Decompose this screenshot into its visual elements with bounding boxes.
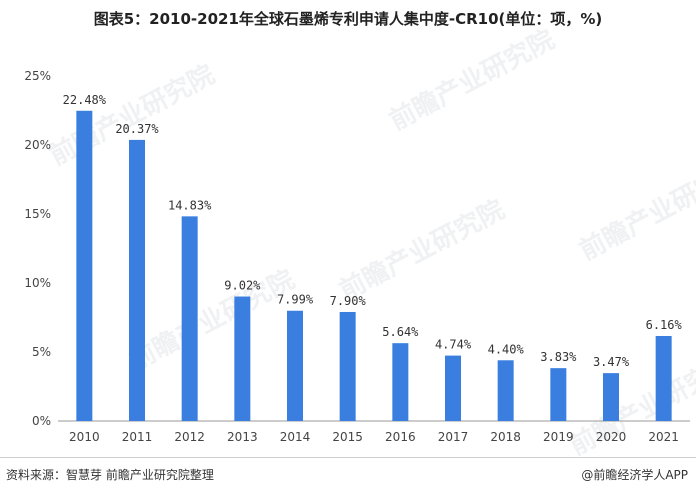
bar-2013 (234, 296, 251, 421)
y-tick-label: 5% (32, 345, 51, 359)
y-tick-label: 10% (24, 276, 51, 290)
bar-2016 (392, 343, 409, 421)
bar-2020 (603, 373, 619, 421)
data-label: 9.02% (224, 279, 261, 293)
y-tick-label: 25% (24, 69, 51, 83)
data-label: 20.37% (115, 122, 159, 136)
x-tick-label: 2014 (280, 430, 311, 444)
footer-divider (0, 457, 696, 458)
bar-2015 (339, 311, 356, 421)
data-label: 3.83% (540, 350, 577, 364)
data-label: 3.47% (593, 355, 630, 369)
y-tick-label: 15% (24, 207, 51, 221)
x-tick-label: 2011 (122, 430, 153, 444)
data-label: 14.83% (168, 198, 212, 212)
y-tick-label: 20% (24, 138, 51, 152)
x-tick-label: 2019 (543, 430, 574, 444)
bar-2018 (497, 360, 514, 421)
y-tick-label: 0% (32, 414, 51, 428)
source-note: 资料来源：智慧芽 前瞻产业研究院整理 (6, 468, 214, 482)
bar-2011 (129, 139, 145, 422)
y-axis: 0% 5% 10% 15% 20% 25% (24, 69, 51, 428)
x-tick-label: 2015 (332, 430, 363, 444)
x-tick-label: 2017 (438, 430, 469, 444)
x-tick-label: 2018 (490, 430, 521, 444)
data-label: 7.90% (330, 294, 367, 308)
x-tick-label: 2012 (174, 430, 205, 444)
bar-2012 (181, 216, 198, 421)
bars (76, 110, 672, 422)
data-label: 7.99% (277, 293, 314, 307)
x-tick-label: 2021 (648, 430, 679, 444)
x-tick-label: 2020 (596, 430, 627, 444)
chart-title: 图表5：2010-2021年全球石墨烯专利申请人集中度-CR10(单位：项，%) (93, 10, 603, 28)
x-tick-label: 2016 (385, 430, 416, 444)
x-tick-label: 2010 (69, 430, 100, 444)
brand-credit: @前瞻经济学人APP (581, 468, 688, 482)
value-labels: 22.48% 20.37% 14.83% 9.02% 7.99% 7.90% 5.64% 4.… (63, 93, 683, 369)
data-label: 5.64% (382, 325, 419, 339)
bar-2010 (76, 110, 93, 421)
x-tick-label: 2013 (227, 430, 258, 444)
data-label: 6.16% (646, 318, 683, 332)
bar-2021 (655, 335, 672, 421)
x-axis: 2010 2011 2012 2013 2014 2015 2016 2017 2018 2019… (58, 420, 690, 444)
data-label: 4.40% (488, 342, 525, 356)
data-label: 22.48% (63, 93, 107, 107)
bar-2014 (287, 310, 303, 421)
bar-2019 (550, 368, 567, 421)
data-label: 4.74% (435, 338, 472, 352)
bar-2017 (445, 355, 461, 421)
bar-chart: 0%5%10%15%20%25% 2010 2011 2012 2013 2014 201… (24, 69, 690, 444)
